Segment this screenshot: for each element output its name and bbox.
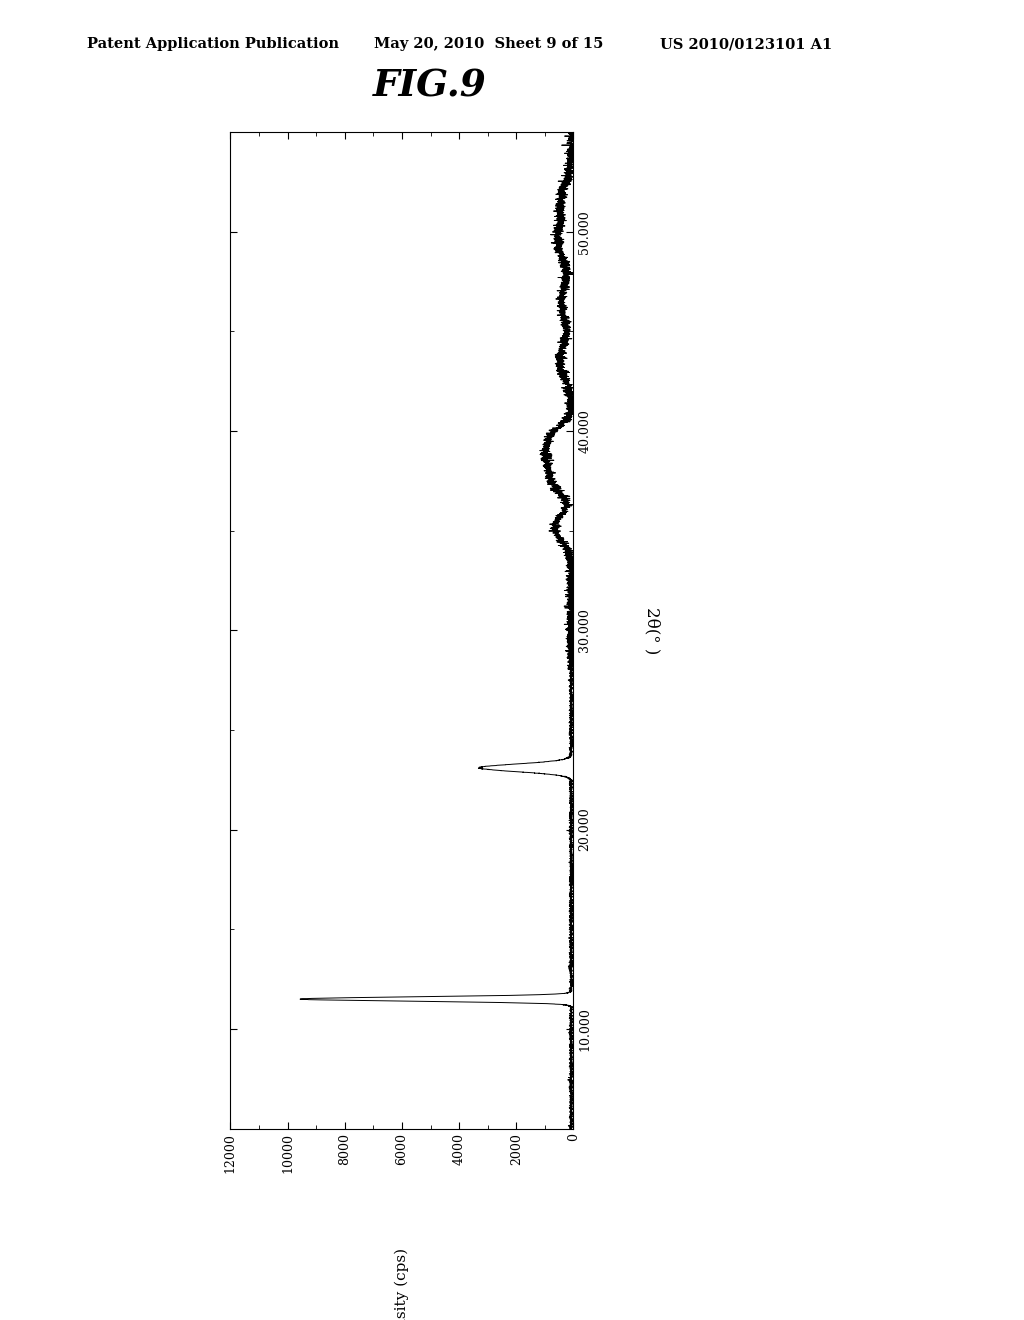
Text: FIG.9: FIG.9 <box>373 67 487 104</box>
X-axis label: Intensity (cps): Intensity (cps) <box>394 1249 410 1320</box>
Text: US 2010/0123101 A1: US 2010/0123101 A1 <box>660 37 833 51</box>
Text: Patent Application Publication: Patent Application Publication <box>87 37 339 51</box>
Text: May 20, 2010  Sheet 9 of 15: May 20, 2010 Sheet 9 of 15 <box>374 37 603 51</box>
Y-axis label: 2θ(° ): 2θ(° ) <box>644 607 660 653</box>
